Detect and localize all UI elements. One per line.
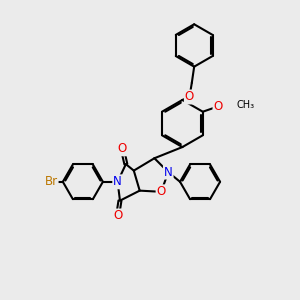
Text: O: O (113, 209, 122, 223)
Text: O: O (157, 185, 166, 198)
Text: CH₃: CH₃ (237, 100, 255, 110)
Text: O: O (185, 91, 194, 103)
Text: Br: Br (44, 175, 58, 188)
Text: N: N (113, 175, 122, 188)
Text: O: O (118, 142, 127, 155)
Text: N: N (164, 166, 172, 178)
Text: O: O (214, 100, 223, 113)
